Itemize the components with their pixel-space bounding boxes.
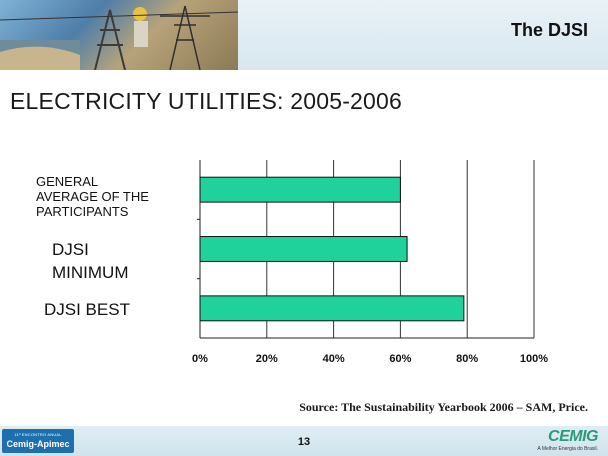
x-tick-label: 100% bbox=[520, 353, 548, 365]
title-box: The DJSI bbox=[238, 0, 608, 70]
brand-logo: CEMIG A Melhor Energia do Brasil. bbox=[537, 428, 602, 454]
event-name: Cemig-Apimec bbox=[6, 439, 70, 449]
category-label-line: AVERAGE OF THE bbox=[36, 189, 149, 205]
main-heading: ELECTRICITY UTILITIES: 2005-2006 bbox=[10, 88, 403, 114]
x-tick-label: 20% bbox=[256, 353, 278, 365]
category-label-line: DJSI BEST bbox=[44, 300, 130, 319]
x-tick-label: 40% bbox=[323, 353, 345, 365]
category-label-line: MINIMUM bbox=[52, 262, 129, 282]
brand-name: CEMIG bbox=[548, 428, 598, 445]
x-tick-label: 80% bbox=[456, 353, 478, 365]
category-label-line: GENERAL bbox=[36, 174, 99, 189]
bar bbox=[199, 236, 408, 262]
category-label-general-average: GENERAL AVERAGE OF THE PARTICIPANTS bbox=[36, 174, 149, 220]
bar bbox=[199, 176, 401, 203]
bar bbox=[199, 295, 465, 322]
slide-title: The DJSI bbox=[510, 20, 588, 40]
x-tick-label: 60% bbox=[389, 353, 411, 365]
x-tick-label: 0% bbox=[192, 353, 208, 365]
page-number: 13 bbox=[297, 436, 311, 448]
event-logo: 11º ENCONTRO ANUAL Cemig-Apimec bbox=[2, 429, 74, 453]
source-note: Source: The Sustainability Yearbook 2006… bbox=[299, 400, 588, 414]
brand-tagline: A Melhor Energia do Brasil. bbox=[537, 446, 598, 452]
event-subtitle: 11º ENCONTRO ANUAL bbox=[14, 432, 62, 437]
slide-header: The DJSI bbox=[0, 0, 608, 70]
category-label-line: PARTICIPANTS bbox=[36, 204, 129, 220]
header-photo bbox=[0, 0, 238, 70]
category-label-line: DJSI bbox=[52, 240, 89, 259]
category-label-djsi-minimum: DJSI MINIMUM bbox=[52, 239, 128, 285]
slide-footer: 11º ENCONTRO ANUAL Cemig-Apimec 13 CEMIG… bbox=[0, 426, 608, 456]
category-label-djsi-best: DJSI BEST bbox=[44, 300, 130, 320]
transmission-tower-image bbox=[0, 5, 238, 70]
